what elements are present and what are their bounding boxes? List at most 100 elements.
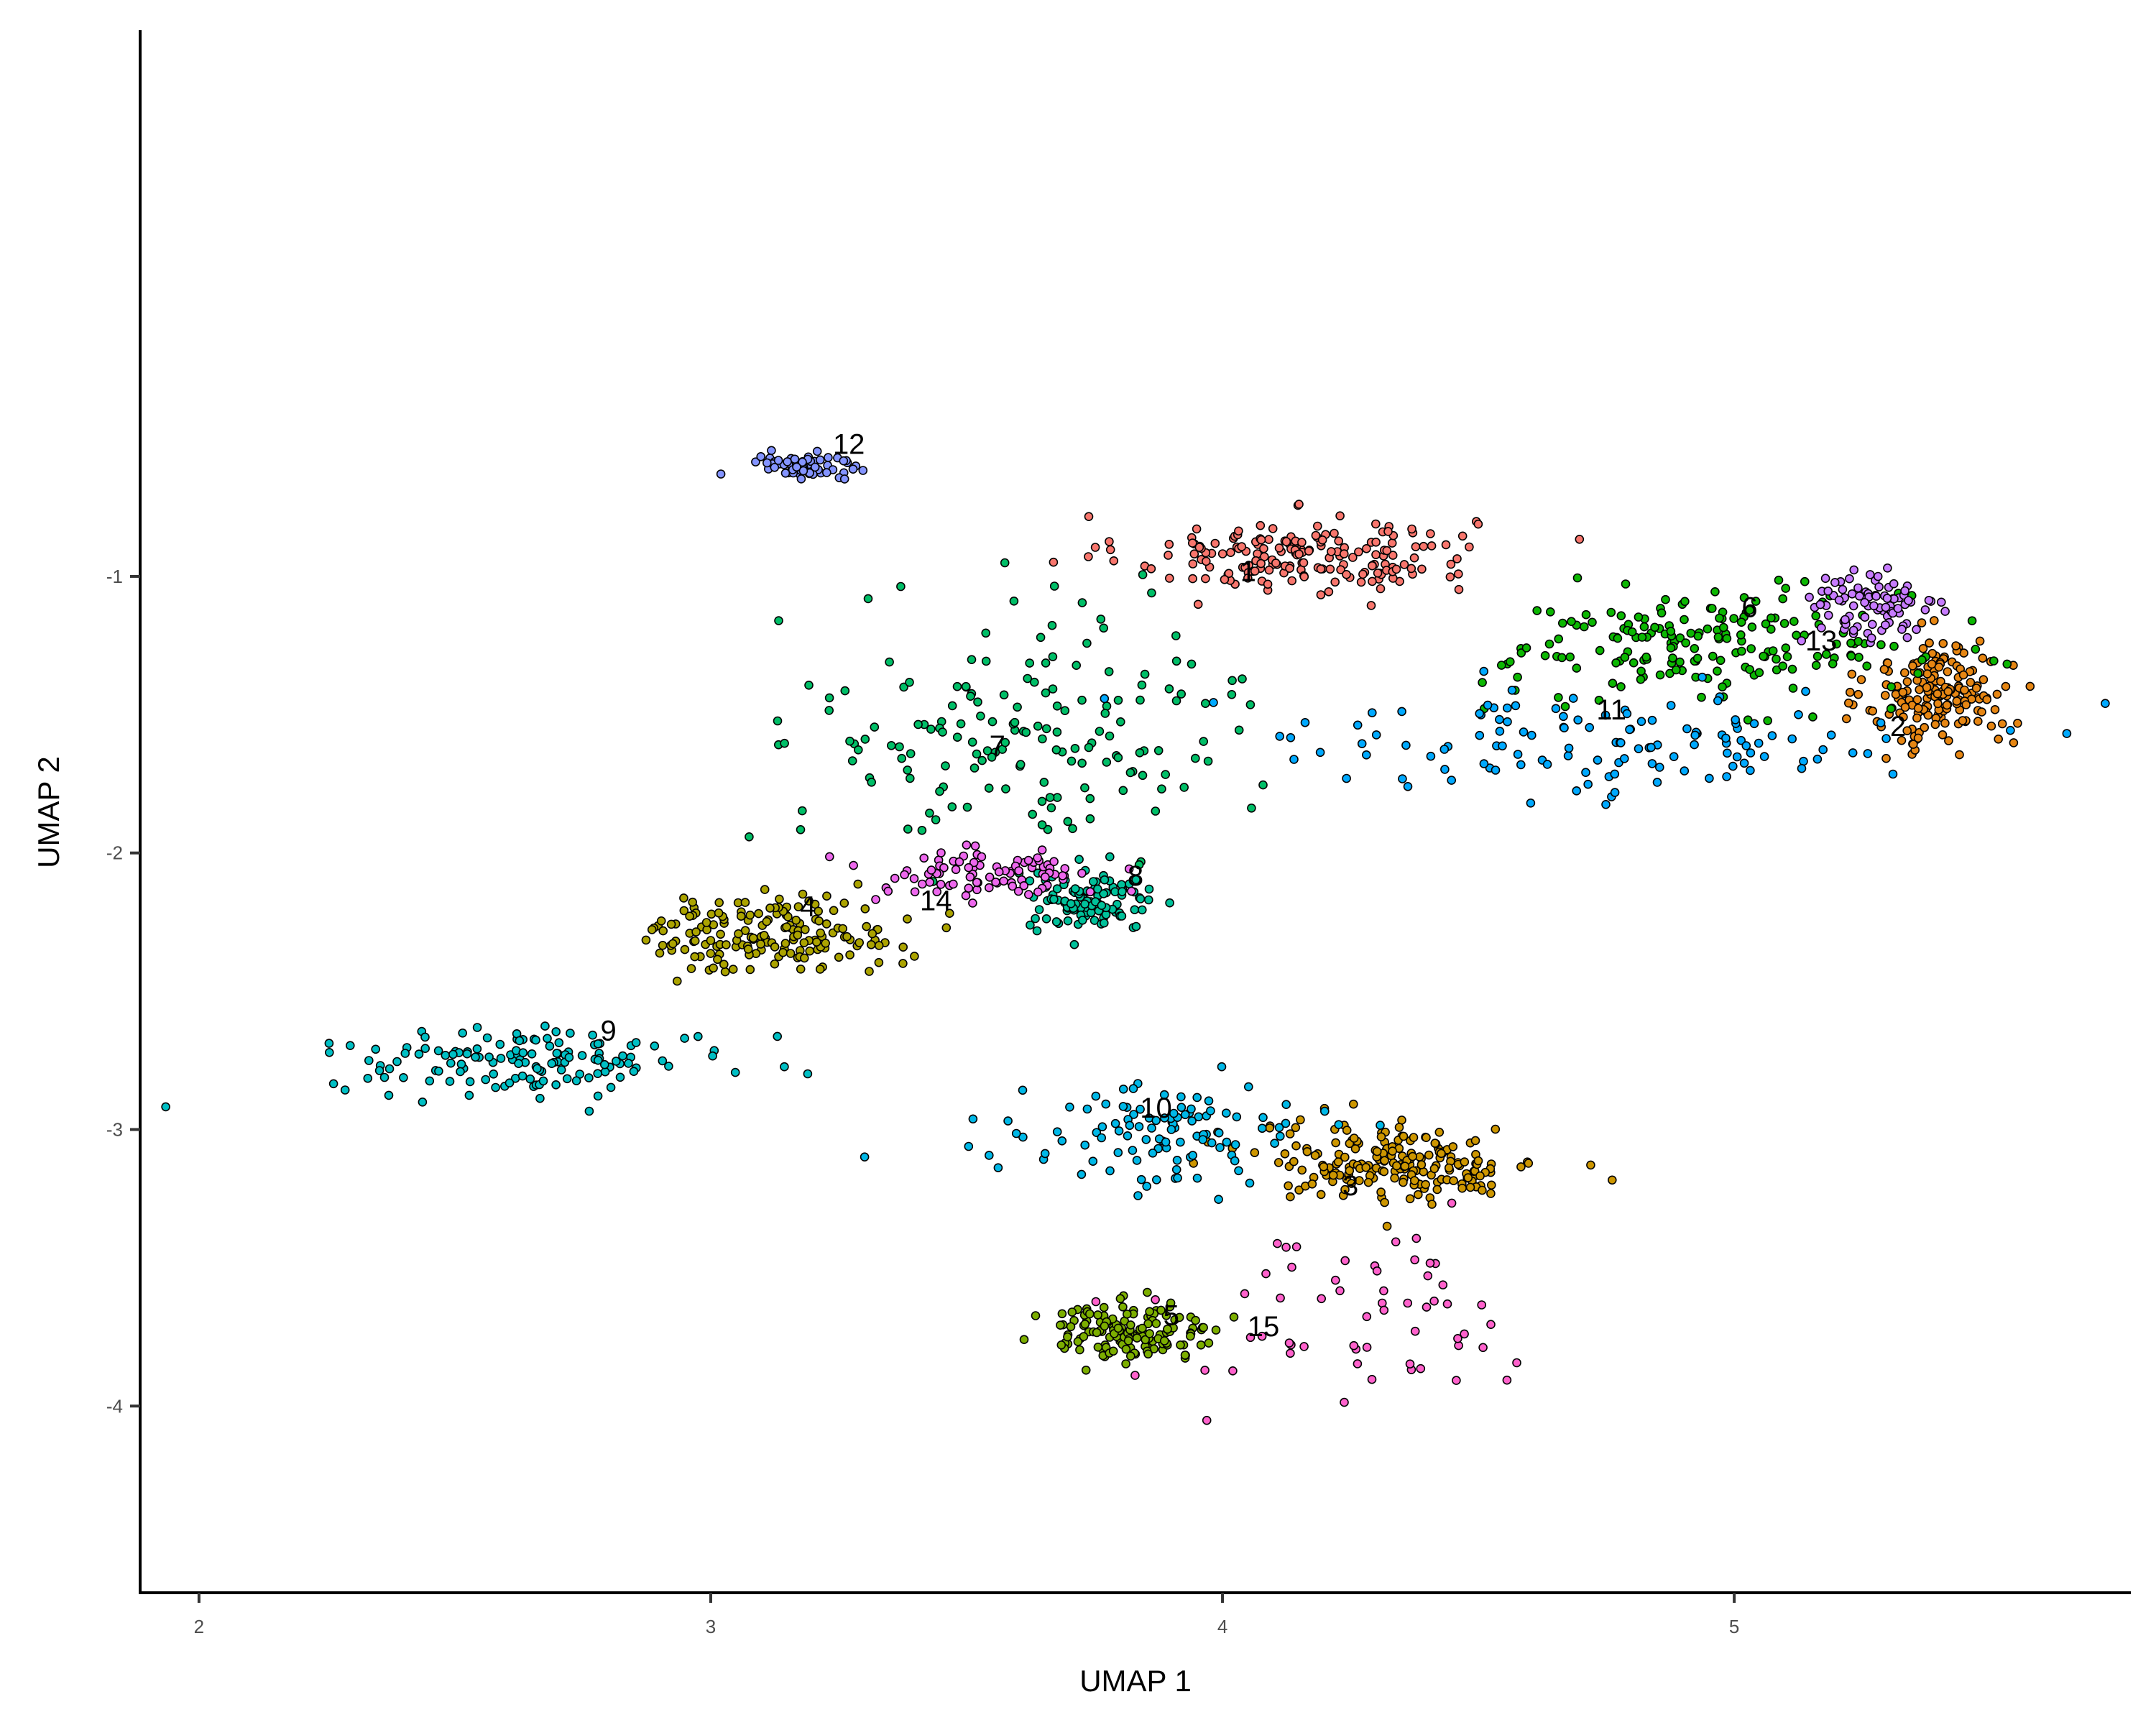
data-point [1019, 881, 1028, 891]
data-point [1023, 855, 1033, 865]
data-point [1842, 714, 1851, 724]
data-point [1383, 527, 1393, 536]
data-point [798, 889, 808, 899]
data-point [903, 914, 912, 924]
data-point [484, 1052, 494, 1062]
data-point [1172, 1156, 1182, 1165]
data-point [1601, 800, 1611, 809]
data-point [1176, 1137, 1185, 1147]
data-point [1051, 745, 1061, 755]
data-point [1477, 1300, 1486, 1310]
data-point [456, 1059, 466, 1069]
data-point [456, 1067, 465, 1077]
data-point [1526, 799, 1536, 808]
data-point [1024, 890, 1033, 899]
data-point [1287, 1262, 1296, 1272]
data-point [1347, 1179, 1356, 1188]
data-point [1690, 740, 1699, 750]
data-point [425, 1076, 435, 1086]
data-point [1544, 639, 1554, 649]
data-point [1319, 1162, 1329, 1172]
data-point [919, 853, 929, 863]
data-point [1302, 1147, 1312, 1156]
data-point [1032, 926, 1042, 936]
data-point [968, 898, 977, 908]
data-point [1148, 1149, 1158, 1158]
data-point [1075, 1345, 1084, 1355]
data-point [1164, 539, 1174, 549]
data-point [1273, 1238, 1282, 1248]
data-point [577, 1051, 587, 1060]
data-point [400, 1049, 410, 1058]
data-point [1118, 786, 1128, 796]
data-point [1417, 564, 1427, 574]
data-point [1593, 755, 1603, 765]
data-point [1868, 620, 1877, 630]
cluster-label-9: 9 [600, 1015, 616, 1046]
data-point [1113, 1323, 1123, 1333]
data-point [1147, 1123, 1156, 1133]
data-point [1634, 744, 1644, 753]
data-point [1151, 1319, 1161, 1328]
data-point [1340, 1256, 1350, 1266]
data-point [1342, 773, 1351, 783]
data-point [1187, 1104, 1196, 1114]
data-point [1452, 1376, 1461, 1385]
data-point [1330, 577, 1340, 587]
data-point [1655, 763, 1664, 772]
data-point [1761, 619, 1771, 629]
data-point [1616, 682, 1626, 691]
data-point [1300, 717, 1310, 727]
data-point [1465, 1182, 1475, 1192]
data-point [756, 451, 765, 461]
data-point [1818, 745, 1828, 755]
data-point [1376, 1121, 1385, 1130]
data-point [1419, 541, 1429, 551]
data-point [1056, 1320, 1065, 1330]
data-point [1171, 696, 1181, 706]
data-point [1080, 1320, 1090, 1329]
data-point [1460, 1329, 1469, 1339]
data-point [1275, 732, 1284, 741]
data-point [658, 1056, 668, 1066]
data-point [1063, 816, 1073, 827]
data-point [1746, 644, 1756, 653]
data-point [871, 895, 880, 904]
data-point [1882, 594, 1892, 603]
data-point [1881, 734, 1891, 743]
data-point [1460, 1157, 1470, 1167]
data-point [666, 919, 676, 929]
data-point [1414, 1190, 1423, 1200]
data-point [1204, 1096, 1214, 1105]
data-point [1913, 668, 1922, 678]
data-point [1257, 1331, 1267, 1341]
data-point [1779, 619, 1789, 628]
data-point [1409, 553, 1419, 563]
data-point [1093, 1343, 1103, 1352]
data-point [941, 761, 950, 770]
data-point [1977, 707, 1986, 717]
data-point [1749, 719, 1759, 729]
data-point [773, 456, 783, 465]
data-point [1296, 1115, 1305, 1125]
data-point [780, 939, 791, 948]
data-point [1135, 894, 1146, 903]
data-point [1088, 1156, 1098, 1166]
data-point [1406, 564, 1416, 574]
data-point [1936, 676, 1945, 686]
data-point [1123, 1310, 1132, 1319]
data-point [1766, 613, 1776, 623]
data-point [977, 852, 987, 862]
data-point [1581, 768, 1590, 777]
data-point [518, 1048, 528, 1057]
data-point [1125, 1121, 1135, 1131]
data-point [763, 458, 772, 468]
data-point [745, 910, 755, 920]
data-point [1971, 644, 1981, 654]
data-point [1542, 760, 1552, 769]
data-point [611, 1057, 621, 1066]
data-point [517, 1071, 528, 1081]
data-point [1151, 806, 1161, 816]
data-point [1192, 524, 1202, 534]
